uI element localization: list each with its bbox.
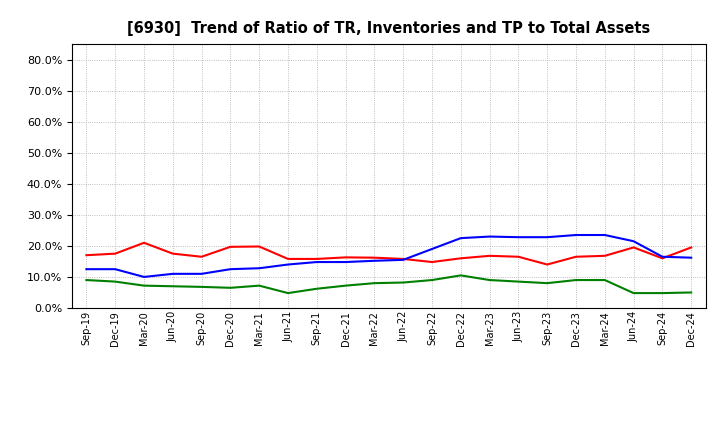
Inventories [629,238,638,244]
Inventories [168,271,177,276]
Trade Receivables [687,245,696,250]
Trade Receivables [312,256,321,261]
Trade Payables [168,284,177,289]
Trade Receivables [485,253,494,258]
Trade Receivables [82,253,91,258]
Trade Payables [226,285,235,290]
Trade Payables [255,283,264,288]
Trade Payables [629,290,638,296]
Trade Receivables [226,244,235,249]
Inventories [399,257,408,263]
Trade Payables [197,284,206,290]
Inventories [226,267,235,272]
Inventories [197,271,206,276]
Inventories [312,260,321,265]
Trade Payables [428,277,436,282]
Trade Payables [658,290,667,296]
Trade Payables [600,277,609,282]
Trade Receivables [658,256,667,261]
Trade Receivables [456,256,465,261]
Trade Receivables [514,254,523,260]
Trade Receivables [197,254,206,260]
Inventories [82,267,91,272]
Inventories [456,235,465,241]
Title: [6930]  Trend of Ratio of TR, Inventories and TP to Total Assets: [6930] Trend of Ratio of TR, Inventories… [127,21,650,36]
Inventories [485,234,494,239]
Inventories [543,235,552,240]
Trade Payables [284,290,292,296]
Trade Payables [514,279,523,284]
Trade Receivables [111,251,120,256]
Inventories [341,260,350,265]
Inventories [370,258,379,264]
Inventories [284,262,292,267]
Inventories [428,246,436,252]
Trade Payables [543,281,552,286]
Trade Receivables [629,245,638,250]
Inventories [572,232,580,238]
Trade Payables [456,273,465,278]
Trade Receivables [543,262,552,267]
Trade Payables [370,281,379,286]
Inventories [255,266,264,271]
Trade Payables [312,286,321,291]
Trade Payables [687,290,696,295]
Trade Receivables [168,251,177,256]
Trade Receivables [370,255,379,260]
Line: Inventories: Inventories [86,235,691,277]
Line: Trade Payables: Trade Payables [86,275,691,293]
Inventories [111,267,120,272]
Inventories [140,274,148,279]
Trade Receivables [600,253,609,258]
Trade Payables [485,277,494,282]
Trade Payables [82,277,91,282]
Trade Payables [111,279,120,284]
Trade Payables [140,283,148,288]
Trade Receivables [284,256,292,261]
Trade Receivables [428,260,436,265]
Inventories [687,255,696,260]
Trade Payables [341,283,350,288]
Inventories [514,235,523,240]
Trade Receivables [572,254,580,260]
Line: Trade Receivables: Trade Receivables [86,243,691,264]
Trade Receivables [341,255,350,260]
Trade Receivables [140,240,148,246]
Trade Receivables [255,244,264,249]
Trade Payables [572,277,580,282]
Inventories [658,254,667,260]
Trade Receivables [399,256,408,261]
Inventories [600,232,609,238]
Trade Payables [399,280,408,285]
